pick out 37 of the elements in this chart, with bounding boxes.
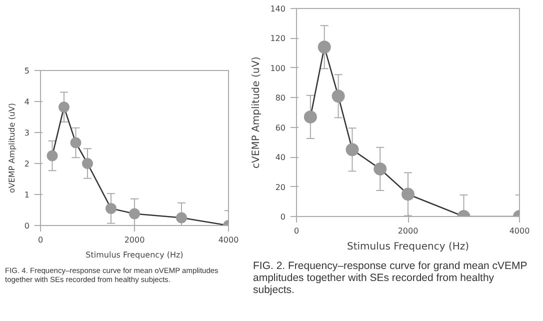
x-tick-label: 0 [38, 236, 44, 244]
y-tick-label: 4 [24, 98, 30, 106]
y-tick-label: 1 [24, 190, 30, 200]
y-axis-title: oVEMP Amplitude (uV) [7, 102, 16, 194]
caption: FIG. 2. Frequency–response curve for grand mean cVEMP amplitudes together with SEs recorded from healthy subjects. [253, 260, 528, 296]
point [304, 110, 317, 124]
point [318, 40, 331, 54]
point [58, 102, 70, 113]
y-tick-label: 80 [275, 94, 286, 103]
x-tick-label: 0 [294, 226, 300, 236]
y-tick-label: 40 [275, 153, 286, 162]
point [70, 137, 82, 148]
x-axis-title: Stimulus Frequency (Hz) [346, 242, 470, 252]
point [332, 90, 345, 103]
y-axis-title: cVEMP Amplitude (uV) [251, 56, 262, 168]
point [346, 143, 359, 156]
y-tick-label: 5 [24, 66, 30, 76]
y-tick-label: 3 [24, 128, 30, 138]
point [374, 162, 387, 176]
y-tick-label: 140 [270, 4, 286, 14]
y-tick-label: 100 [270, 64, 286, 73]
point [46, 150, 58, 162]
point [402, 188, 414, 201]
y-tick-label: 60 [275, 123, 286, 132]
x-tick-label: 4000 [218, 236, 239, 244]
point [82, 158, 93, 169]
point [106, 202, 116, 214]
point [176, 212, 187, 224]
y-tick-label: 20 [275, 182, 286, 192]
y-tick-label: 0 [280, 212, 286, 222]
x-tick-label: 2000 [124, 236, 145, 244]
x-axis-title: Stimulus Frequency (Hz) [86, 250, 184, 260]
x-tick-label: 2000 [398, 226, 418, 236]
x-tick-label: 4000 [509, 226, 530, 236]
y-tick-label: 120 [270, 34, 286, 44]
y-tick-label: 2 [24, 160, 30, 168]
point [129, 208, 140, 220]
